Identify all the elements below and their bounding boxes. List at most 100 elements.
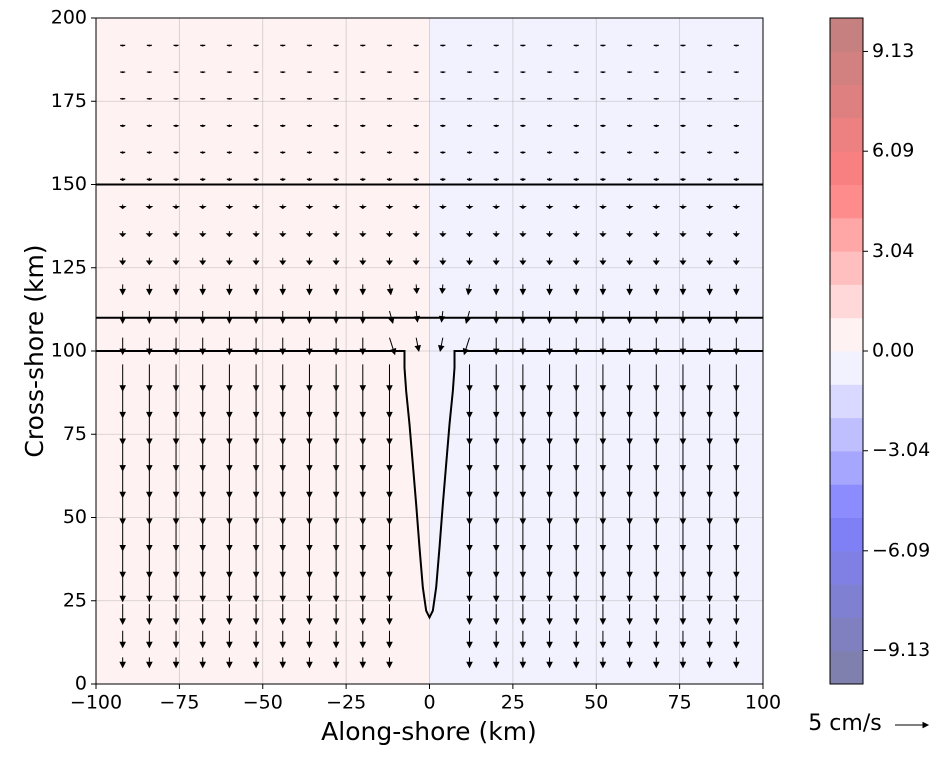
arrow (413, 97, 419, 100)
arrow (546, 577, 553, 603)
arrow (572, 337, 580, 356)
arrow (226, 284, 233, 296)
colorbar-band (830, 217, 863, 252)
colorbar-band (830, 51, 863, 86)
arrow (438, 337, 445, 352)
arrow (386, 497, 393, 526)
arrow (386, 177, 393, 182)
arrow (492, 311, 500, 325)
arrow (359, 444, 367, 472)
arrow (333, 124, 339, 128)
arrow (572, 550, 580, 579)
arrow (252, 390, 260, 419)
arrow (733, 311, 740, 325)
arrow (359, 364, 367, 392)
arrow (653, 71, 659, 74)
arrow (359, 337, 367, 356)
arrow (600, 71, 606, 74)
arrow (199, 231, 207, 238)
arrow (199, 604, 207, 625)
arrow (305, 204, 314, 210)
arrow (119, 311, 126, 325)
arrow (572, 630, 580, 649)
arrow (279, 417, 287, 446)
arrow (306, 497, 313, 526)
arrow (492, 231, 500, 238)
arrow (386, 124, 393, 128)
arrow (119, 444, 126, 472)
arrow (332, 497, 340, 526)
arrow (306, 337, 313, 356)
arrow (146, 151, 153, 154)
arrow (252, 524, 260, 552)
arrow (652, 604, 660, 625)
colorbar-band (830, 317, 863, 352)
arrow (679, 604, 687, 625)
arrow (440, 44, 446, 47)
arrow (226, 524, 233, 552)
arrow (199, 577, 207, 603)
arrow (226, 604, 233, 625)
arrow (226, 417, 233, 446)
arrow (706, 550, 713, 579)
arrow (546, 417, 553, 446)
arrow (706, 630, 713, 649)
arrow (119, 231, 127, 238)
arrow (252, 604, 260, 625)
arrow (706, 497, 713, 526)
arrow (652, 311, 660, 325)
arrow (707, 44, 713, 47)
arrow (492, 417, 500, 446)
arrow (119, 257, 127, 266)
arrow (546, 97, 553, 100)
arrow (652, 497, 660, 526)
arrow (414, 337, 421, 352)
arrow (466, 44, 473, 47)
arrow (306, 657, 313, 669)
arrow (652, 284, 660, 296)
x-tick-label: −25 (326, 692, 366, 714)
arrow (119, 337, 126, 356)
arrow (306, 177, 313, 182)
arrow (599, 390, 607, 419)
arrow (226, 390, 233, 419)
arrow (172, 470, 180, 499)
arrow (519, 550, 527, 579)
arrow (626, 417, 633, 446)
colorbar-band (830, 151, 863, 185)
arrow (360, 71, 366, 74)
arrow (386, 364, 393, 392)
arrow (572, 497, 580, 526)
arrow (599, 311, 607, 325)
arrow (680, 124, 686, 128)
arrow (279, 444, 287, 472)
arrow (679, 337, 687, 356)
arrow (466, 417, 473, 446)
arrow (599, 231, 607, 238)
arrow (679, 311, 687, 325)
arrow (226, 71, 233, 74)
arrow (546, 444, 553, 472)
arrow (199, 284, 207, 296)
arrow (359, 550, 367, 579)
arrow (306, 550, 313, 579)
arrow (252, 497, 260, 526)
arrow (199, 417, 207, 446)
arrow (413, 71, 419, 74)
arrow (492, 337, 500, 356)
arrow (146, 311, 153, 325)
arrow (279, 257, 287, 266)
x-tick-label: −100 (70, 692, 122, 714)
arrow (252, 364, 260, 392)
colorbar-band (830, 284, 863, 319)
y-tick-label: 75 (63, 423, 87, 445)
arrow (279, 364, 287, 392)
arrow (279, 497, 287, 526)
arrow (546, 124, 553, 128)
arrow (359, 284, 367, 296)
arrow (280, 124, 286, 128)
arrow (386, 97, 393, 100)
arrow (172, 444, 180, 472)
arrow (600, 97, 606, 100)
arrow (572, 311, 580, 325)
